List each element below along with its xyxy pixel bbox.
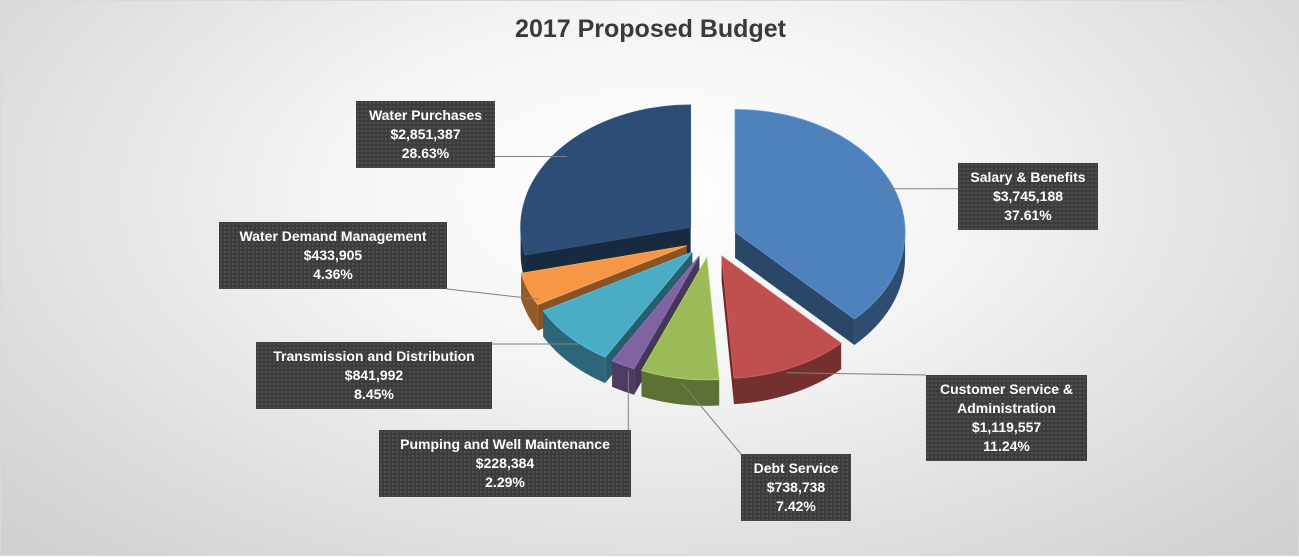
- slice-top-debt-service: [640, 256, 720, 381]
- label-name: Pumping and Well Maintenance: [400, 436, 610, 452]
- label-value: $228,384: [475, 455, 535, 471]
- label-name: Salary & Benefits: [970, 169, 1086, 185]
- slice-side-debt-service: [641, 370, 720, 406]
- label-percent: 4.36%: [313, 266, 353, 282]
- slice-top-water-purchases: [520, 104, 692, 256]
- leader-line-debt-service: [681, 382, 742, 455]
- slice-side-salary-benefits: [854, 231, 906, 346]
- label-name: Water Purchases: [368, 107, 483, 123]
- label-value: $738,738: [766, 479, 826, 495]
- leader-line-water-demand-management: [446, 288, 540, 300]
- label-value: $1,119,557: [971, 419, 1042, 435]
- slice-customer-service-administration: [721, 255, 842, 405]
- label-percent: 2.29%: [485, 474, 525, 490]
- slice-top-pumping-and-well-maintenance: [611, 255, 700, 370]
- label-name: Customer Service & Administration: [939, 381, 1074, 416]
- data-label-debt-service: Debt Service $738,738 7.42%: [741, 454, 851, 521]
- label-name: Transmission and Distribution: [273, 348, 475, 364]
- slice-top-salary-benefits: [734, 109, 906, 320]
- slice-debt-service: [640, 256, 720, 406]
- label-name: Debt Service: [753, 460, 839, 476]
- label-percent: 37.61%: [1004, 207, 1052, 223]
- label-value: $3,745,188: [992, 188, 1064, 204]
- slice-side-water-purchases: [520, 227, 526, 282]
- slice-salary-benefits: [734, 109, 906, 346]
- slice-wall-customer-service-administration-1: [721, 256, 735, 405]
- label-name: Water Demand Management: [239, 228, 427, 244]
- chart-title: 2017 Proposed Budget: [515, 15, 786, 43]
- data-label-transmission-distribution: Transmission and Distribution $841,992 8…: [256, 342, 492, 409]
- data-label-water-purchases: Water Purchases $2,851,387 28.63%: [356, 101, 495, 168]
- slice-side-customer-service-administration: [734, 343, 842, 405]
- slice-top-customer-service-administration: [721, 255, 842, 379]
- slice-side-transmission-and-distribution: [543, 310, 606, 384]
- data-label-customer-service-administration: Customer Service & Administration $1,119…: [926, 375, 1087, 461]
- label-value: $841,992: [344, 367, 404, 383]
- label-percent: 11.24%: [983, 438, 1030, 454]
- label-value: $2,851,387: [390, 126, 461, 142]
- label-percent: 8.45%: [354, 386, 394, 402]
- label-value: $433,905: [303, 247, 363, 263]
- slice-top-transmission-and-distribution: [542, 251, 693, 358]
- label-percent: 7.42%: [776, 498, 816, 514]
- slice-pumping-and-well-maintenance: [611, 255, 700, 395]
- data-label-water-demand-management: Water Demand Management $433,905 4.36%: [219, 222, 447, 289]
- data-label-pumping-well-maintenance: Pumping and Well Maintenance $228,384 2.…: [379, 430, 631, 497]
- leader-line-customer-service-administration: [786, 372, 927, 376]
- data-label-salary-benefits: Salary & Benefits $3,745,188 37.61%: [958, 163, 1098, 230]
- slice-side-water-demand-management: [521, 273, 538, 331]
- label-percent: 28.63%: [401, 145, 450, 161]
- slice-top-water-demand-management: [520, 245, 687, 306]
- slice-wall-salary-benefits-1: [735, 231, 855, 346]
